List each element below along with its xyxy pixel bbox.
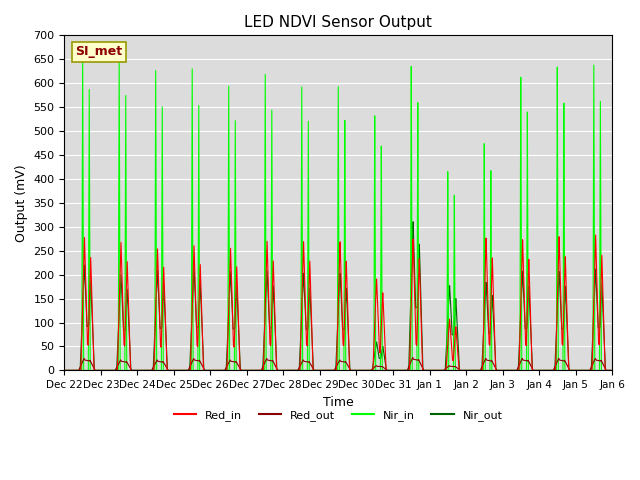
- Text: SI_met: SI_met: [76, 46, 122, 59]
- Legend: Red_in, Red_out, Nir_in, Nir_out: Red_in, Red_out, Nir_in, Nir_out: [170, 406, 507, 425]
- X-axis label: Time: Time: [323, 396, 354, 408]
- Y-axis label: Output (mV): Output (mV): [15, 164, 28, 242]
- Title: LED NDVI Sensor Output: LED NDVI Sensor Output: [244, 15, 432, 30]
